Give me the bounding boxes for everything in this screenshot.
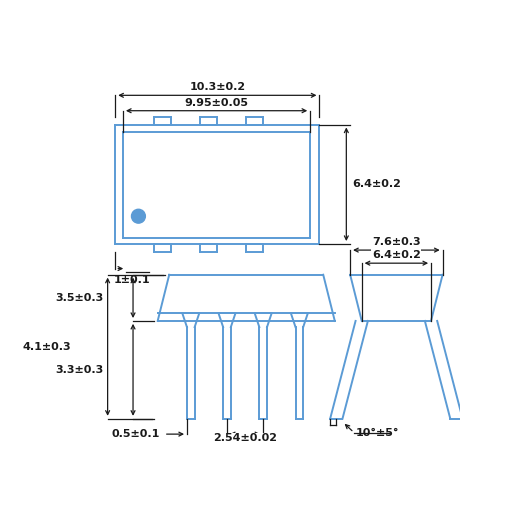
Text: 6.4±0.2: 6.4±0.2 bbox=[372, 250, 421, 260]
Text: 7.6±0.3: 7.6±0.3 bbox=[372, 237, 421, 247]
Text: 10°±5°: 10°±5° bbox=[355, 428, 399, 438]
Text: 0.5±0.1: 0.5±0.1 bbox=[112, 429, 160, 439]
Text: 4.1±0.3: 4.1±0.3 bbox=[22, 342, 71, 352]
Text: 3.3±0.3: 3.3±0.3 bbox=[55, 365, 104, 375]
Circle shape bbox=[132, 209, 145, 223]
Text: 1±0.1: 1±0.1 bbox=[114, 275, 151, 285]
Text: 2.54±0.02: 2.54±0.02 bbox=[213, 433, 277, 443]
Text: 6.4±0.2: 6.4±0.2 bbox=[352, 179, 401, 189]
Text: 10.3±0.2: 10.3±0.2 bbox=[189, 82, 245, 92]
Text: 9.95±0.05: 9.95±0.05 bbox=[185, 98, 249, 108]
Text: 3.5±0.3: 3.5±0.3 bbox=[55, 293, 104, 303]
